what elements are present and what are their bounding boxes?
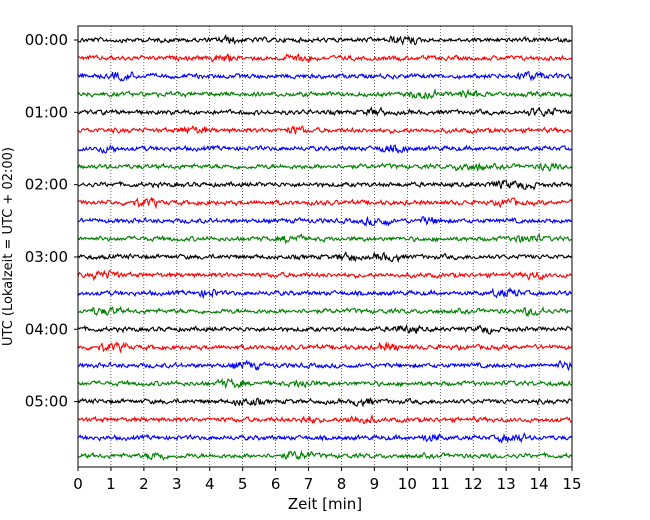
x-axis-ticks: 0 1 2 3 4 5 6 7 8 9 10 11 12 13 14 15 [73,467,582,493]
x-tick-label: 6 [271,475,281,493]
y-tick-label: 00:00 [25,31,68,49]
x-tick-label: 5 [238,475,248,493]
seismic-trace [77,269,572,282]
seismic-trace [77,432,572,444]
seismic-trace [77,144,572,154]
seismic-trace [77,53,572,63]
x-tick-label: 12 [464,475,483,493]
x-tick-label: 10 [398,475,417,493]
seismic-trace [77,397,572,408]
seismic-traces [77,33,573,461]
seismic-trace [77,33,572,46]
x-tick-label: 14 [530,475,549,493]
seismic-trace [77,286,572,300]
x-tick-label: 13 [497,475,516,493]
x-tick-label: 3 [172,475,182,493]
seismic-trace [77,70,572,82]
seismic-trace [77,449,572,461]
seismic-trace [77,251,572,264]
plot-frame [77,25,573,468]
x-tick-label: 4 [205,475,215,493]
x-tick-label: 8 [337,475,347,493]
x-tick-label: 15 [562,475,581,493]
x-tick-label: 7 [304,475,314,493]
x-tick-label: 0 [73,475,83,493]
y-axis-ticks: 00:00 01:00 02:00 03:00 04:00 05:00 [25,31,78,411]
seismic-trace [77,413,572,425]
seismic-trace [77,106,572,117]
y-tick-label: 03:00 [25,248,68,266]
seismic-trace [77,162,572,173]
seismic-trace [77,377,572,390]
x-tick-label: 11 [431,475,450,493]
seismic-trace [77,233,572,245]
x-axis-label: Zeit [min] [288,495,362,513]
y-tick-label: 02:00 [25,176,68,194]
y-tick-label: 05:00 [25,393,68,411]
y-tick-label: 01:00 [25,103,68,121]
x-tick-label: 2 [139,475,149,493]
seismic-trace [77,323,573,335]
seismic-trace [77,359,573,372]
seismic-trace [77,215,572,228]
seismic-trace [77,305,572,318]
x-tick-label: 9 [370,475,380,493]
x-tick-label: 1 [106,475,116,493]
seismic-trace [77,196,572,210]
seismic-trace [77,125,572,135]
seismic-trace [77,179,573,191]
y-tick-label: 04:00 [25,320,68,338]
seismic-trace [77,341,572,354]
y-axis-label: UTC (Lokalzeit = UTC + 02:00) [1,147,16,346]
seismic-trace [77,88,572,100]
